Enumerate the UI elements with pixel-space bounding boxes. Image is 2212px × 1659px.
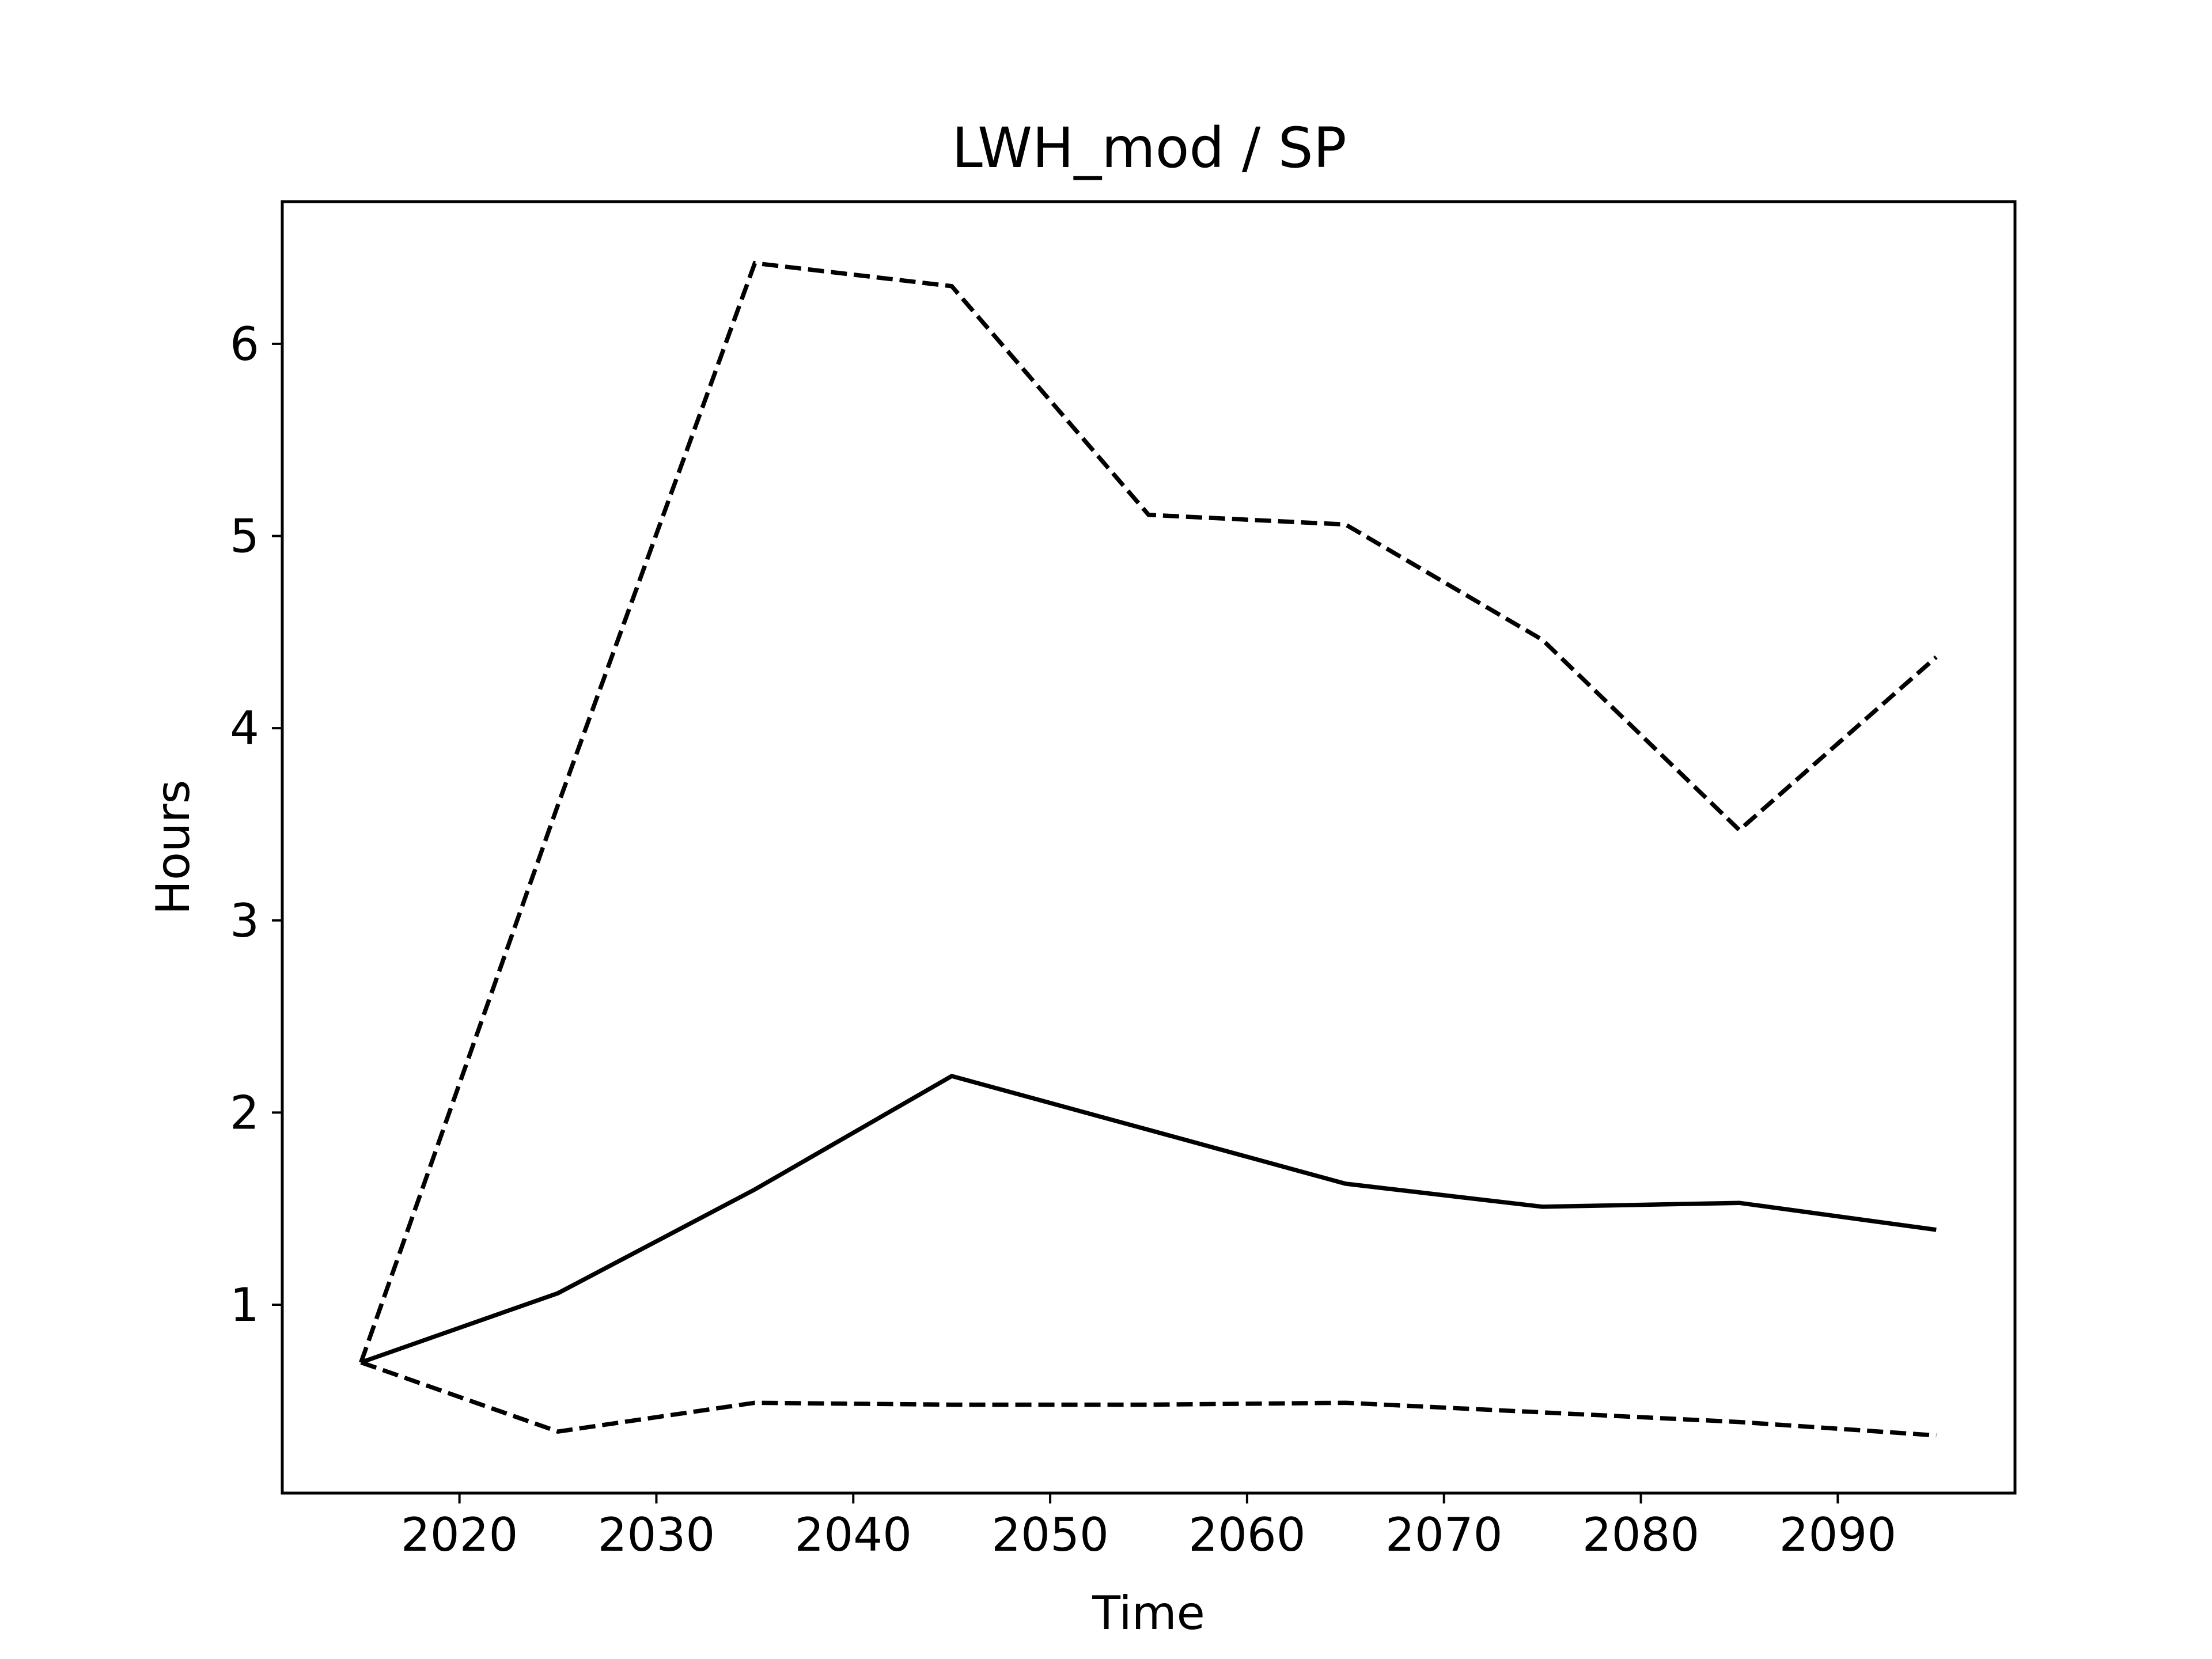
series-layer <box>359 260 1938 1438</box>
chart-title: LWH_mod / SP <box>952 116 1346 180</box>
y-tick-label: 2 <box>230 1086 259 1139</box>
x-tick-label: 2050 <box>991 1508 1109 1562</box>
series-line-1 <box>360 1073 1937 1365</box>
y-tick-label: 5 <box>230 510 259 563</box>
y-axis-label: Hours <box>146 780 200 915</box>
x-tick-label: 2080 <box>1582 1508 1700 1562</box>
series-line-3 <box>360 1360 1937 1438</box>
ticks-layer: 2020 2030 2040 2050 2060 2070 2080 2090 1 2 3 4 5 6 <box>230 317 1896 1562</box>
x-tick-label: 2020 <box>401 1508 518 1562</box>
y-tick-label: 4 <box>230 702 259 755</box>
y-tick-label: 6 <box>230 317 259 371</box>
x-axis-label: Time <box>1092 1586 1205 1640</box>
x-tick-label: 2030 <box>598 1508 715 1562</box>
x-tick-label: 2070 <box>1385 1508 1503 1562</box>
y-tick-label: 1 <box>230 1278 259 1332</box>
y-tick-label: 3 <box>230 894 259 948</box>
x-tick-label: 2040 <box>794 1508 912 1562</box>
x-tick-label: 2060 <box>1188 1508 1306 1562</box>
series-line-2 <box>359 260 1938 1363</box>
plot-frame <box>281 200 2017 1495</box>
x-tick-label: 2090 <box>1779 1508 1897 1562</box>
